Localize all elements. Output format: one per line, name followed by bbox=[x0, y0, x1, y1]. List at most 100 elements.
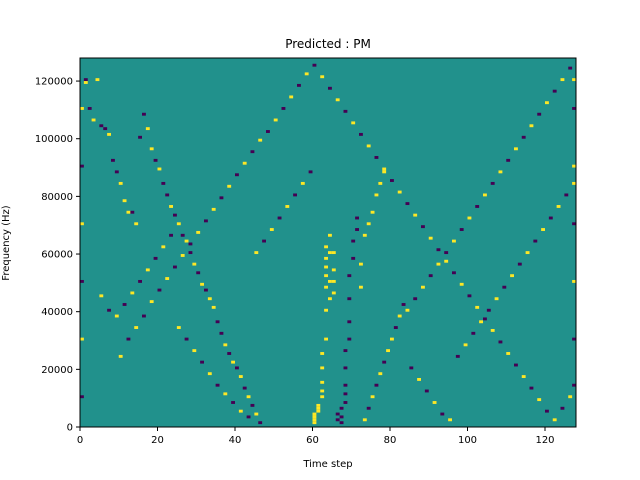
heatmap-cell-high bbox=[397, 314, 402, 318]
heatmap-cell-high bbox=[80, 222, 84, 226]
y-tick-label: 80000 bbox=[41, 192, 73, 203]
heatmap-cell-high bbox=[490, 328, 495, 332]
heatmap-cell-low bbox=[393, 326, 398, 329]
heatmap-cell-low bbox=[359, 132, 363, 136]
heatmap-cell-high bbox=[331, 279, 336, 283]
heatmap-cell-low bbox=[277, 216, 282, 220]
heatmap-cell-low bbox=[196, 271, 201, 275]
heatmap-cell-low bbox=[103, 127, 108, 131]
heatmap-cell-high bbox=[459, 282, 464, 286]
heatmap-cell-low bbox=[80, 395, 84, 399]
y-tick-label: 0 bbox=[67, 423, 73, 434]
heatmap-cell-low bbox=[343, 401, 348, 404]
heatmap-cell-low bbox=[114, 170, 119, 174]
heatmap-cell-high bbox=[545, 101, 549, 105]
heatmap-cell-high bbox=[238, 409, 243, 413]
heatmap-cell-high bbox=[320, 366, 325, 370]
y-tick-label: 120000 bbox=[35, 77, 73, 88]
heatmap-cell-low bbox=[552, 89, 557, 93]
heatmap-cell-low bbox=[347, 320, 352, 324]
heatmap-cell-low bbox=[250, 403, 255, 407]
heatmap-cell-high bbox=[320, 75, 325, 79]
heatmap-cell-high bbox=[483, 193, 487, 197]
heatmap-cell-low bbox=[355, 228, 359, 231]
heatmap-cell-high bbox=[269, 228, 274, 231]
heatmap-cell-low bbox=[188, 242, 193, 246]
heatmap-cell-high bbox=[382, 167, 387, 171]
heatmap-cell-high bbox=[417, 377, 421, 381]
heatmap-cell-high bbox=[324, 256, 328, 260]
heatmap-cell-low bbox=[126, 337, 131, 341]
heatmap-cell-low bbox=[308, 170, 313, 174]
heatmap-cell-high bbox=[80, 107, 84, 110]
heatmap-cell-high bbox=[428, 236, 433, 240]
heatmap-cell-high bbox=[331, 251, 336, 255]
heatmap-cell-high bbox=[405, 308, 410, 312]
heatmap-cell-low bbox=[122, 303, 127, 306]
heatmap-cell-high bbox=[378, 181, 383, 185]
heatmap-cell-high bbox=[289, 95, 294, 99]
heatmap-cell-high bbox=[227, 184, 232, 188]
heatmap-cell-high bbox=[169, 205, 173, 208]
heatmap-cell-high bbox=[374, 193, 379, 197]
x-tick-label: 80 bbox=[384, 435, 397, 446]
heatmap-cell-low bbox=[548, 216, 553, 220]
heatmap-cell-low bbox=[529, 386, 534, 390]
heatmap-cell-high bbox=[537, 398, 542, 402]
heatmap-cell-low bbox=[335, 418, 340, 422]
heatmap-cell-high bbox=[238, 375, 243, 378]
heatmap-cell-high bbox=[130, 291, 135, 295]
heatmap-cell-high bbox=[316, 406, 321, 410]
heatmap-cell-low bbox=[142, 112, 146, 116]
heatmap-cell-low bbox=[157, 288, 162, 292]
heatmap-cell-low bbox=[351, 239, 356, 243]
heatmap-cell-low bbox=[215, 383, 220, 387]
x-tick-label: 20 bbox=[151, 435, 164, 446]
heatmap-cell-high bbox=[324, 265, 328, 269]
heatmap-cell-low bbox=[99, 124, 104, 128]
heatmap-cell-low bbox=[169, 233, 173, 237]
heatmap-cell-high bbox=[99, 294, 104, 298]
heatmap-cell-high bbox=[452, 239, 456, 243]
heatmap-cell-low bbox=[200, 360, 204, 364]
heatmap-cell-high bbox=[211, 305, 216, 309]
heatmap-cell-high bbox=[312, 412, 317, 416]
x-tick-label: 100 bbox=[458, 435, 477, 446]
heatmap-cell-high bbox=[448, 418, 452, 422]
heatmap-cell-high bbox=[180, 254, 185, 257]
heatmap-cell-high bbox=[118, 181, 123, 185]
heatmap-cell-low bbox=[111, 158, 115, 162]
heatmap-cell-low bbox=[339, 415, 344, 419]
heatmap-cell-low bbox=[347, 297, 352, 301]
heatmap-cell-low bbox=[560, 406, 565, 410]
heatmap-cell-high bbox=[328, 233, 332, 237]
heatmap-cell-high bbox=[382, 170, 387, 174]
heatmap-cell-high bbox=[246, 395, 251, 399]
heatmap-cell-low bbox=[343, 383, 348, 387]
heatmap-cell-low bbox=[231, 401, 235, 404]
heatmap-cell-high bbox=[362, 233, 367, 237]
heatmap-cell-high bbox=[572, 181, 576, 185]
heatmap-cell-high bbox=[432, 401, 437, 404]
heatmap-cell-low bbox=[204, 288, 208, 292]
heatmap-cell-high bbox=[359, 285, 363, 289]
heatmap-cell-low bbox=[521, 135, 526, 139]
y-axis: 0 20000 40000 60000 80000 100000 120000 bbox=[35, 77, 80, 434]
heatmap-cell-high bbox=[506, 352, 511, 355]
heatmap-cell-high bbox=[556, 205, 561, 208]
heatmap-cell-low bbox=[506, 158, 511, 162]
heatmap-cell-low bbox=[537, 112, 542, 116]
heatmap-cell-high bbox=[304, 72, 309, 76]
heatmap-cell-high bbox=[390, 337, 394, 341]
heatmap-cell-high bbox=[254, 412, 259, 416]
heatmap-cell-high bbox=[331, 291, 336, 295]
heatmap-cell-low bbox=[138, 135, 142, 139]
heatmap-background bbox=[80, 58, 576, 427]
heatmap-cell-high bbox=[498, 170, 503, 174]
heatmap-cell-high bbox=[312, 418, 317, 422]
heatmap-cell-low bbox=[374, 383, 379, 387]
y-tick-label: 60000 bbox=[41, 250, 73, 261]
heatmap-cell-high bbox=[145, 127, 150, 131]
heatmap-cell-low bbox=[366, 406, 371, 410]
x-tick-label: 40 bbox=[229, 435, 242, 446]
